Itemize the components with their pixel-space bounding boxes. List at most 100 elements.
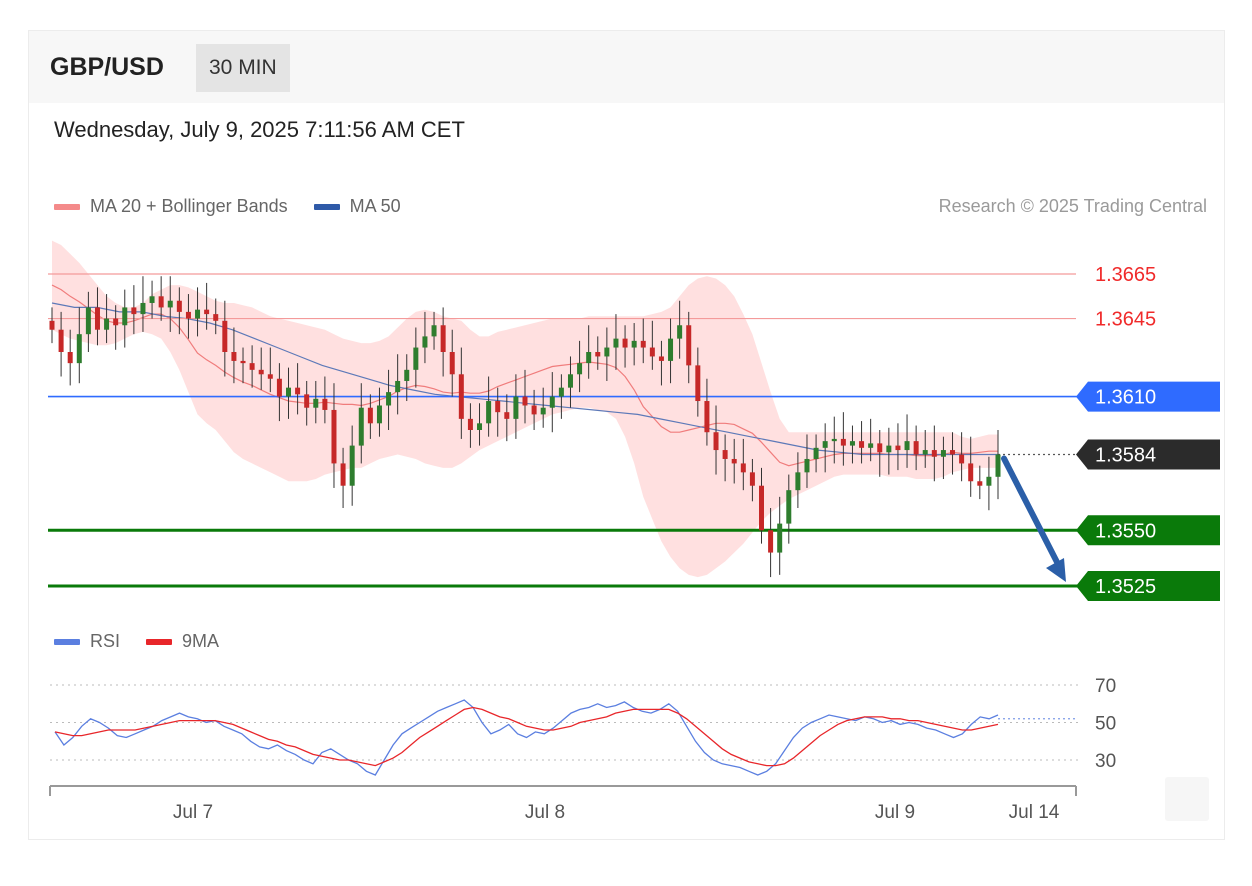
candle <box>868 418 874 462</box>
candle-body <box>886 445 892 453</box>
candle <box>231 327 237 384</box>
candle-body <box>968 463 974 482</box>
candle-body <box>295 387 301 395</box>
legend-swatch <box>54 638 80 645</box>
candle-body <box>777 523 783 553</box>
candle <box>940 436 946 480</box>
candle-body <box>686 325 692 366</box>
candle <box>67 329 73 386</box>
candle-body <box>349 445 355 486</box>
candle-body <box>567 374 573 388</box>
candle <box>149 280 155 319</box>
candle-body <box>877 443 883 453</box>
candle-body <box>94 307 100 330</box>
candle <box>395 354 401 415</box>
x-tick-label: Jul 7 <box>173 802 213 823</box>
level-label: 1.3525 <box>1095 576 1156 598</box>
rsi-line <box>54 699 999 776</box>
legend-swatch <box>54 203 80 210</box>
candle-body <box>713 432 719 451</box>
candle-body <box>467 418 473 430</box>
candle <box>413 327 419 388</box>
candle-body <box>768 530 774 553</box>
candle-body <box>577 363 583 375</box>
copyright-text: Research © 2025 Trading Central <box>938 196 1207 216</box>
candle <box>158 276 164 321</box>
candle-body <box>367 407 373 424</box>
candle-body <box>431 325 437 337</box>
candle <box>286 367 291 419</box>
rsi-tick-label: 50 <box>1095 714 1116 735</box>
candle-body <box>731 458 737 464</box>
candle-body <box>158 296 164 308</box>
candle-body <box>704 401 710 433</box>
candle-body <box>950 450 956 455</box>
rsi-9ma-line <box>54 706 999 767</box>
candle <box>668 318 674 384</box>
candle-body <box>313 398 319 408</box>
candle <box>240 347 246 384</box>
legend-label: MA 50 <box>349 196 401 216</box>
candle <box>313 380 319 424</box>
candle-body <box>49 320 55 330</box>
candle <box>304 380 310 426</box>
level-tag <box>1076 571 1220 601</box>
chart-datetime: Wednesday, July 9, 2025 7:11:56 AM CET <box>54 117 465 142</box>
candle <box>358 383 364 464</box>
candle <box>577 340 583 393</box>
candle-body <box>167 300 173 308</box>
candle <box>686 311 692 384</box>
candle <box>504 394 510 442</box>
legend-swatch <box>313 203 340 210</box>
forecast-arrow-shaft <box>1001 455 1063 571</box>
level-support-5: 1.3525 <box>48 571 1220 601</box>
candle <box>85 291 91 352</box>
candle <box>367 394 373 439</box>
level-resistance-1: 1.3645 <box>48 309 1156 331</box>
candle <box>486 376 492 437</box>
candle-body <box>613 338 619 348</box>
level-tag <box>1076 515 1220 546</box>
timeframe-button[interactable]: 30 MIN <box>196 44 290 92</box>
candle-body <box>67 352 73 364</box>
candle <box>176 287 182 335</box>
currency-pair-title: GBP/USD <box>50 53 164 81</box>
candle-body <box>913 441 919 455</box>
candle-body <box>622 338 628 348</box>
candle <box>695 347 701 417</box>
candle-body <box>404 369 410 381</box>
candle-body <box>322 398 328 410</box>
candle <box>458 347 464 439</box>
candle <box>831 416 837 464</box>
candle <box>267 347 273 393</box>
candle-body <box>440 325 446 352</box>
candle <box>531 389 537 430</box>
candle <box>649 320 655 370</box>
candle <box>731 438 737 484</box>
candle-body <box>304 394 310 408</box>
candle-body <box>868 443 874 448</box>
candle <box>522 369 528 424</box>
candle-body <box>376 405 382 424</box>
candle-body <box>513 396 519 419</box>
candle <box>222 300 228 377</box>
candle <box>122 289 128 348</box>
candle-body <box>131 307 137 315</box>
candle-body <box>895 445 901 451</box>
candle <box>558 374 564 419</box>
legend-label: MA 20 + Bollinger Bands <box>90 196 288 216</box>
candle-body <box>531 405 537 415</box>
legend-label: RSI <box>90 631 121 651</box>
candle <box>959 432 965 482</box>
candle <box>276 363 282 422</box>
legend-item-ma20-bollinger: MA 20 + Bollinger Bands <box>54 196 288 217</box>
candle-body <box>113 318 119 326</box>
candle <box>513 374 519 439</box>
candle-body <box>122 307 128 326</box>
candle <box>631 323 637 366</box>
candle-body <box>540 407 546 415</box>
candle <box>322 376 328 424</box>
candle <box>804 434 810 488</box>
x-tick-label: Jul 14 <box>1009 802 1060 823</box>
